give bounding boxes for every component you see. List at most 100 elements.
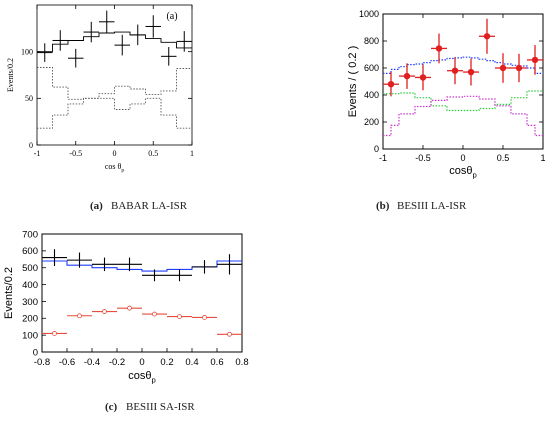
series-step-bkg1-1 — [383, 90, 543, 112]
data-point — [178, 274, 181, 276]
x-tick-label: -0.4 — [84, 357, 100, 368]
data-point — [183, 40, 185, 43]
x-tick-label: -0.6 — [59, 357, 75, 368]
x-tick-label: -1 — [34, 149, 41, 158]
data-point — [53, 257, 56, 259]
x-axis-label: cosθp — [449, 165, 477, 179]
y-tick-label: 700 — [22, 229, 38, 240]
bkg-point — [77, 313, 82, 319]
series-step-fit-0 — [383, 56, 543, 74]
caption-a-tag: (a) — [90, 200, 103, 212]
x-axis-label: cos θp — [105, 162, 125, 173]
x-tick-label: 0.2 — [160, 357, 173, 368]
data-point — [78, 259, 81, 261]
y-tick-label: 800 — [364, 36, 379, 46]
data-point — [168, 55, 170, 57]
y-tick-label: 600 — [22, 246, 38, 257]
data-point — [152, 25, 154, 28]
data-point — [515, 64, 523, 72]
x-tick-label: 0.4 — [185, 357, 198, 368]
y-tick-label: 50 — [25, 94, 33, 103]
data-point — [103, 263, 106, 265]
bkg-point — [177, 314, 182, 320]
bkg-point — [227, 331, 232, 337]
series-step-fit-0 — [37, 31, 192, 53]
series-step-fit-0 — [42, 260, 242, 272]
x-tick-label: 1 — [190, 149, 194, 158]
data-point — [59, 39, 61, 42]
y-tick-label: 300 — [22, 297, 38, 308]
bkg-point — [152, 311, 157, 317]
caption-c-text: BESIII SA-ISR — [126, 401, 195, 413]
x-tick-label: 0 — [113, 149, 117, 158]
y-tick-label: 0 — [33, 347, 38, 358]
data-point — [121, 44, 123, 46]
panel-label: (a) — [166, 11, 177, 22]
y-tick-label: 200 — [22, 314, 38, 325]
y-tick-label: 100 — [21, 47, 33, 56]
x-tick-label: 0.6 — [210, 357, 223, 368]
x-tick-label: -0.5 — [415, 153, 431, 163]
y-tick-label: 0 — [374, 144, 379, 154]
y-tick-label: 200 — [364, 117, 379, 127]
x-axis-label-sub: p — [121, 167, 124, 173]
caption-a-text: BABAR LA-ISR — [111, 200, 188, 212]
y-axis-label: Events/0.2 — [3, 267, 15, 319]
x-axis-label-sub: p — [151, 375, 155, 384]
x-tick-label: 0.8 — [235, 357, 248, 368]
data-point — [203, 266, 206, 268]
y-tick-label: 100 — [22, 330, 38, 341]
panel-a: -1 -0.5 0 0.5 1 0 50 100 cos θp Events/0.2 (a) — [6, 4, 194, 173]
bkg-point — [202, 315, 207, 320]
data-point — [451, 67, 459, 74]
x-tick-label: 0 — [139, 357, 144, 368]
data-point — [153, 274, 156, 276]
y-axis-label: Events / ( 0.2 ) — [347, 46, 359, 118]
bkg-point — [102, 309, 107, 314]
data-point — [44, 52, 46, 54]
y-tick-label: 500 — [22, 263, 38, 274]
caption-c-tag: (c) — [105, 401, 118, 413]
data-point — [106, 21, 108, 23]
data-point — [419, 74, 427, 81]
x-axis-label-main: cosθ — [128, 370, 151, 382]
x-axis-label-main: cos θ — [105, 162, 122, 171]
panel-c: -0.8 -0.6 -0.4 -0.2 0 0.2 0.4 0.6 0.8 0 100 200 300 4… — [3, 229, 249, 384]
data-point — [435, 45, 443, 52]
bkg-point — [52, 331, 57, 336]
x-tick-label: -0.5 — [69, 149, 82, 158]
plot-frame — [41, 233, 243, 353]
y-tick-label: 400 — [364, 90, 379, 100]
data-point — [387, 81, 395, 88]
series-step-bkg-2 — [37, 97, 192, 129]
y-axis-label: Events/0.2 — [6, 58, 15, 92]
y-tick-label: 400 — [22, 280, 38, 291]
x-tick-label: -0.8 — [34, 357, 50, 368]
x-axis-label: cosθp — [128, 370, 156, 384]
bkg-point — [127, 305, 132, 311]
y-tick-label: 1000 — [359, 9, 379, 19]
series-step-bkg-1 — [37, 67, 192, 100]
data-point — [75, 57, 77, 59]
x-tick-label: -1 — [379, 153, 387, 163]
x-axis-label-sub: p — [472, 170, 476, 179]
x-tick-label: 0.5 — [497, 153, 510, 163]
plot-frame — [36, 4, 193, 146]
y-tick-label: 600 — [364, 63, 379, 73]
caption-b-text: BESIII LA-ISR — [397, 200, 467, 212]
data-point — [228, 263, 231, 265]
data-point — [499, 64, 507, 72]
data-point — [128, 263, 131, 265]
series-step-bkg2-2 — [383, 95, 543, 137]
x-tick-label: 0.5 — [148, 149, 158, 158]
x-tick-label: 0 — [460, 153, 465, 163]
data-point — [483, 33, 491, 40]
caption-b-tag: (b) — [376, 200, 390, 212]
y-tick-label: 0 — [29, 141, 33, 150]
x-axis-label-main: cosθ — [449, 165, 472, 177]
panel-b: -1 -0.5 0 0.5 1 0 200 400 600 800 1000 cosθp Events … — [347, 9, 546, 179]
x-tick-label: 1 — [540, 153, 545, 163]
data-point — [403, 72, 411, 80]
data-point — [137, 34, 139, 36]
